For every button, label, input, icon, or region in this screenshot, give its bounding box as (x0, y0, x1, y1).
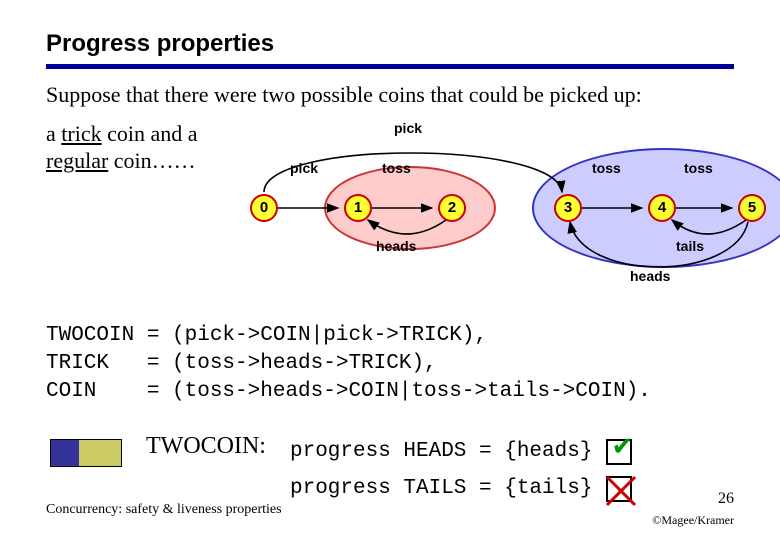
code-l3: COIN = (toss->heads->COIN|toss->tails->C… (46, 380, 651, 403)
progress-properties: progress HEADS = {heads} ✔ progress TAIL… (290, 433, 632, 509)
swatch-bar (79, 440, 93, 466)
fsp-code: TWOCOIN = (pick->COIN|pick->TRICK), TRIC… (46, 322, 734, 407)
intro-text: Suppose that there were two possible coi… (46, 81, 734, 110)
state-node: 3 (554, 194, 582, 222)
swatch-bar (65, 440, 79, 466)
lt-pre: a (46, 121, 61, 146)
state-node: 4 (648, 194, 676, 222)
transition-label: toss (684, 160, 713, 176)
state-node: 5 (738, 194, 766, 222)
footer-left: Concurrency: safety & liveness propertie… (46, 502, 282, 518)
lt-trick: trick (61, 121, 101, 146)
state-node: 2 (438, 194, 466, 222)
transition-label: toss (592, 160, 621, 176)
transition-label: pick (290, 160, 318, 176)
title-rule (46, 64, 734, 69)
slide-title: Progress properties (46, 30, 734, 58)
page-number: 26 (718, 490, 734, 508)
ltsa-swatch-icon (50, 439, 122, 467)
swatch-bar (51, 440, 65, 466)
swatch-bar (93, 440, 107, 466)
heads-result-icon: ✔ (606, 439, 632, 465)
transition-label: heads (376, 238, 416, 254)
lt-mid: coin and a (102, 121, 198, 146)
transition-label: toss (382, 160, 411, 176)
progress-heads: progress HEADS = {heads} (290, 433, 592, 471)
transition-label: pick (394, 120, 422, 136)
code-l1: TWOCOIN = (pick->COIN|pick->TRICK), (46, 324, 487, 347)
tails-result-icon (606, 476, 632, 502)
progress-tails: progress TAILS = {tails} (290, 470, 592, 508)
transition-label: tails (676, 238, 704, 254)
left-text: a trick coin and a regular coin…… (46, 120, 226, 175)
state-node: 0 (250, 194, 278, 222)
twocoin-label: TWOCOIN: (146, 433, 266, 460)
swatch-bar (107, 440, 121, 466)
code-l2: TRICK = (toss->heads->TRICK), (46, 352, 437, 375)
transition-label: heads (630, 268, 670, 284)
state-node: 1 (344, 194, 372, 222)
lt-regular: regular (46, 148, 108, 173)
state-diagram: 012345pickpicktosstosstossheadstailshead… (236, 120, 734, 300)
footer-copyright: ©Magee/Kramer (652, 513, 734, 528)
lt-post: coin…… (108, 148, 195, 173)
